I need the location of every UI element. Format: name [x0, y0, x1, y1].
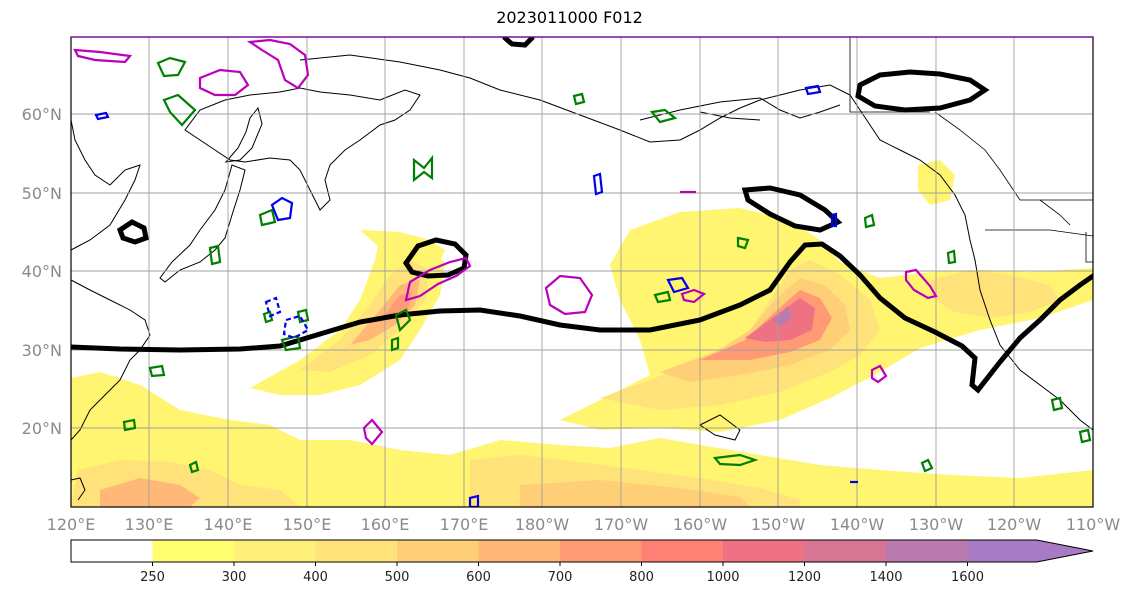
- lon-labels: 120°E 130°E 140°E 150°E 160°E 170°E 180°…: [47, 515, 1121, 534]
- lon-label: 140°E: [204, 515, 253, 534]
- colorbar-tick-label: 250: [140, 570, 165, 585]
- colorbar-extend-arrow: [967, 540, 1093, 562]
- magenta-contours: [73, 38, 938, 446]
- colorbar-segment: [804, 540, 887, 562]
- lon-label: 130°W: [909, 515, 964, 534]
- colorbar-segment: [560, 540, 642, 562]
- colorbar-tick-label: 400: [303, 570, 328, 585]
- colorbar-tick-label: 500: [385, 570, 410, 585]
- colorbar-segment: [478, 540, 561, 562]
- lon-label: 120°W: [987, 515, 1042, 534]
- lon-label: 160°E: [361, 515, 410, 534]
- lon-label: 180°W: [515, 515, 570, 534]
- colorbar-segment: [886, 540, 968, 562]
- gridlines: [71, 37, 1093, 507]
- colorbar-segment: [723, 540, 805, 562]
- colorbar-segment: [397, 540, 479, 562]
- colorbar-tick-label: 1200: [788, 570, 821, 585]
- colorbar-segment: [71, 540, 153, 562]
- blue-contours: [94, 84, 858, 507]
- lon-label: 150°W: [751, 515, 806, 534]
- lon-label: 110°W: [1066, 515, 1121, 534]
- colorbar-tick-label: 700: [548, 570, 573, 585]
- green-contours: [122, 56, 1092, 474]
- lat-label-60: 60°N: [22, 105, 62, 124]
- lat-label-30: 30°N: [22, 341, 62, 360]
- lat-labels: 60°N 50°N 40°N 30°N 20°N: [22, 105, 62, 438]
- thick-contours: [71, 37, 1093, 394]
- lat-label-50: 50°N: [22, 184, 62, 203]
- lon-label: 130°E: [125, 515, 174, 534]
- colorbar-tick-label: 800: [629, 570, 654, 585]
- lat-label-40: 40°N: [22, 262, 62, 281]
- map-title: 2023011000 F012: [496, 8, 643, 27]
- colorbar-ticks: 250 300 400 500 600 700 800 1000 1200 1400 1600: [140, 562, 984, 585]
- lon-label: 120°E: [47, 515, 96, 534]
- colorbar-tick-label: 1600: [951, 570, 984, 585]
- colorbar-tick-label: 600: [466, 570, 491, 585]
- colorbar: [70, 539, 1094, 563]
- colorbar-segment: [315, 540, 398, 562]
- lon-label: 140°W: [830, 515, 885, 534]
- lon-label: 150°E: [283, 515, 332, 534]
- colorbar-tick-label: 1400: [869, 570, 902, 585]
- colorbar-tick-label: 1000: [706, 570, 739, 585]
- lon-label: 170°W: [594, 515, 649, 534]
- colorbar-outline: [70, 539, 1094, 563]
- colorbar-tick-label: 300: [222, 570, 247, 585]
- lon-label: 160°W: [673, 515, 728, 534]
- lon-label: 170°E: [440, 515, 489, 534]
- colorbar-segment: [234, 540, 316, 562]
- map-canvas: [71, 37, 1093, 507]
- colorbar-segment: [152, 540, 235, 562]
- lat-label-20: 20°N: [22, 419, 62, 438]
- colorbar-segment: [641, 540, 724, 562]
